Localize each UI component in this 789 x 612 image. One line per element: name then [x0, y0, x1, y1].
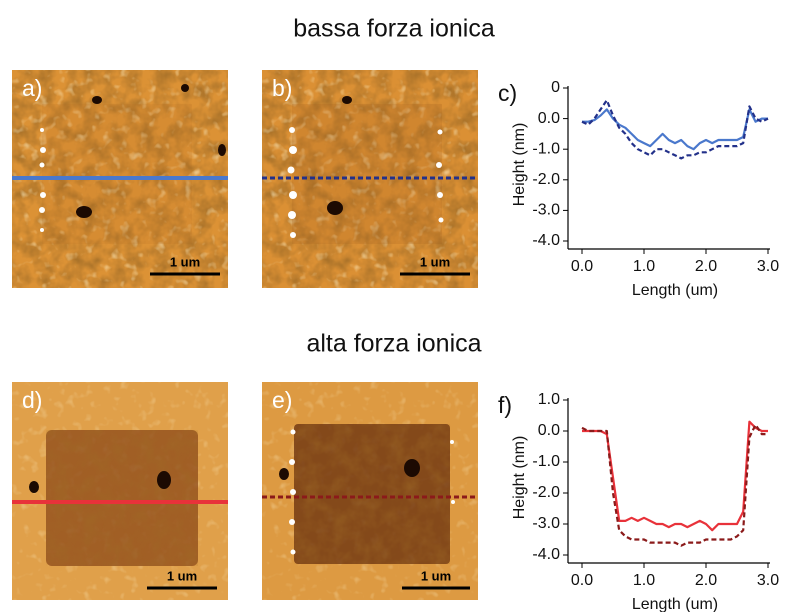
- y-tick-label: -3.0: [532, 515, 560, 532]
- y-tick-label: -3.0: [532, 202, 560, 219]
- x-tick-label: 0.0: [571, 258, 593, 275]
- x-tick-label: 1.0: [633, 258, 655, 275]
- panel-label: d): [22, 387, 42, 413]
- x-tick-label: 3.0: [757, 572, 779, 589]
- y-tick-label: 0.0: [538, 110, 560, 127]
- y-tick-label: -2.0: [532, 171, 560, 188]
- panel-label: a): [22, 75, 42, 101]
- line-series: [581, 423, 768, 547]
- afm-image: d) 1 um: [12, 382, 228, 600]
- panel-label: f): [498, 392, 512, 418]
- x-tick-label: 2.0: [695, 258, 717, 275]
- line-series: [581, 99, 769, 160]
- scale-bar-label: 1 um: [421, 568, 451, 583]
- afm-image: e) 1 um: [262, 382, 478, 600]
- scale-bar-label: 1 um: [167, 568, 197, 583]
- y-tick-label: -2.0: [532, 484, 560, 501]
- y-tick-label: -1.0: [532, 453, 560, 470]
- y-tick-label: -1.0: [532, 140, 560, 157]
- y-tick-label: 0.0: [538, 422, 560, 439]
- x-tick-label: 3.0: [757, 258, 779, 275]
- x-axis-title: Length (um): [632, 596, 718, 612]
- y-tick-label: 0: [551, 79, 560, 96]
- panel-label: e): [272, 387, 292, 413]
- line-series: [582, 420, 768, 532]
- y-axis-title: Height (nm): [511, 123, 528, 207]
- scale-bar-label: 1 um: [170, 254, 200, 269]
- x-tick-label: 0.0: [571, 572, 593, 589]
- y-axis-title: Height (nm): [511, 436, 528, 520]
- afm-image: a) 1 um: [12, 70, 228, 288]
- panel-label: c): [498, 80, 517, 106]
- y-tick-label: -4.0: [532, 232, 560, 249]
- x-axis-title: Length (um): [632, 282, 718, 299]
- x-tick-label: 2.0: [695, 572, 717, 589]
- line-series: [582, 108, 768, 151]
- heading: alta forza ionica: [306, 330, 481, 358]
- afm-image: b) 1 um: [262, 70, 478, 288]
- x-tick-label: 1.0: [633, 572, 655, 589]
- y-tick-label: -4.0: [532, 546, 560, 563]
- heading: bassa forza ionica: [293, 15, 495, 43]
- scale-bar-label: 1 um: [420, 254, 450, 269]
- panel-label: b): [272, 75, 292, 101]
- y-tick-label: 1.0: [538, 391, 560, 408]
